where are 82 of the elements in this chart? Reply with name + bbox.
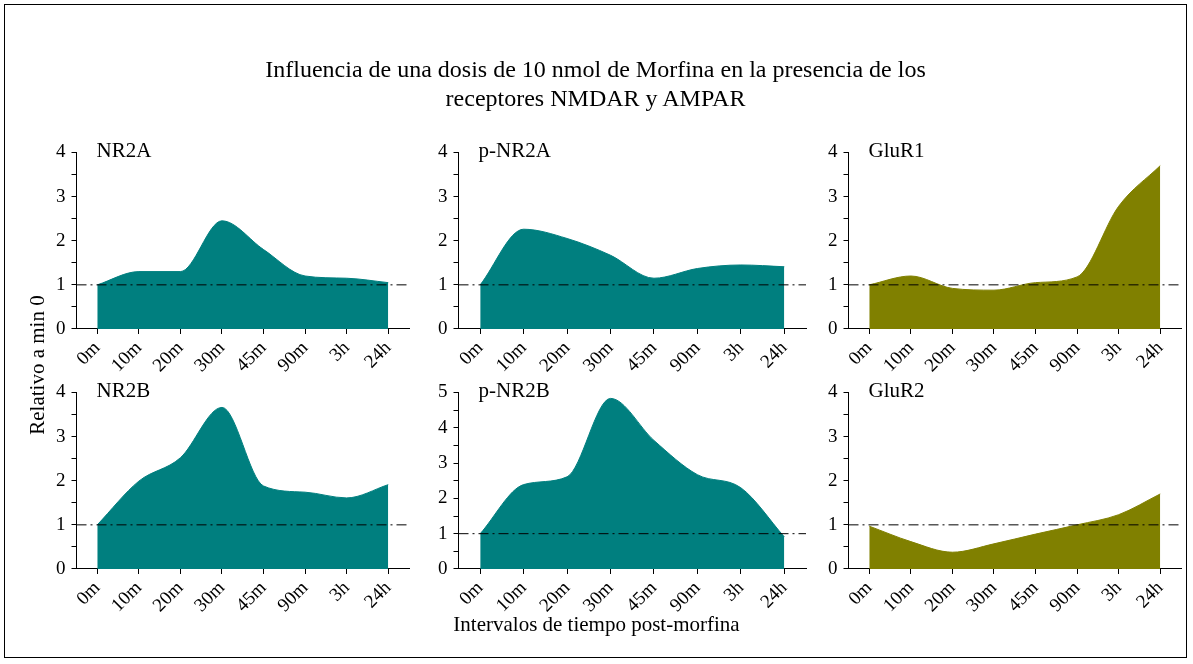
chart-title: NR2B [96,378,151,403]
y-tick-label: 4 [56,380,66,402]
y-tick-label: 3 [828,424,838,446]
y-tick-label: 4 [56,140,66,162]
x-tick-label: 45m [1003,576,1043,616]
chart-title: NR2A [96,138,153,163]
x-tick-label: 90m [272,576,312,616]
y-tick-label: 1 [828,512,838,534]
x-tick-label: 20m [148,576,187,616]
y-tick-label: 5 [438,380,448,402]
x-tick-label: 30m [189,576,229,616]
y-tick-label: 1 [56,512,66,534]
x-tick-label: 24h [359,576,395,612]
y-tick-label: 2 [56,468,66,490]
x-tick-label: 0m [454,336,487,369]
y-tick-label: 3 [438,184,448,206]
x-tick-label: 10m [491,336,531,376]
chart-title: GluR1 [868,138,925,163]
x-tick-label: 10m [878,576,918,616]
x-tick-label: 45m [231,576,271,616]
y-tick-label: 0 [828,316,838,338]
x-tick-label: 3h [1096,336,1126,365]
x-tick-label: 24h [1131,576,1167,612]
x-tick-label: 30m [578,336,618,376]
x-tick-label: 24h [755,336,791,372]
y-tick-label: 2 [56,228,66,250]
x-tick-label: 30m [961,576,1001,616]
x-tick-label: 20m [920,336,959,376]
x-tick-label: 90m [1044,336,1084,376]
y-tick-label: 4 [438,140,448,162]
y-tick-label: 0 [56,316,66,338]
y-tick-label: 4 [828,140,838,162]
x-tick-label: 10m [878,336,918,376]
x-tick-label: 30m [189,336,229,376]
y-tick-label: 2 [438,486,448,508]
y-tick-label: 3 [56,184,66,206]
y-tick-label: 2 [438,228,448,250]
y-tick-label: 0 [56,556,66,578]
x-tick-label: 0m [843,576,876,609]
chart-title: p-NR2A [478,138,552,163]
y-tick-label: 1 [828,272,838,294]
x-tick-label: 20m [920,576,959,616]
y-tick-label: 0 [438,556,448,578]
x-tick-label: 3h [718,336,748,365]
y-tick-label: 2 [828,468,838,490]
x-tick-label: 30m [961,336,1001,376]
x-tick-label: 10m [106,336,146,376]
x-tick-label: 24h [359,336,395,372]
x-tick-label: 90m [665,336,704,376]
y-tick-label: 3 [56,424,66,446]
x-tick-label: 45m [621,336,661,376]
x-tick-label: 24h [755,576,791,612]
chart-title: GluR2 [868,378,925,403]
x-tick-label: 3h [1096,576,1126,605]
x-tick-label: 45m [1003,336,1043,376]
y-tick-label: 4 [828,380,838,402]
y-tick-label: 3 [828,184,838,206]
x-tick-label: 3h [324,336,354,365]
y-tick-label: 1 [438,521,448,543]
x-tick-label: 24h [1131,336,1167,372]
y-tick-label: 2 [828,228,838,250]
chart-title: p-NR2B [478,378,550,403]
x-tick-label: 0m [71,336,104,369]
y-tick-label: 3 [438,451,448,473]
y-tick-label: 0 [828,556,838,578]
x-tick-label: 3h [718,576,748,605]
x-tick-label: 20m [148,336,187,376]
y-tick-label: 0 [438,316,448,338]
x-tick-label: 0m [454,576,487,609]
y-tick-label: 1 [438,272,448,294]
x-tick-label: 0m [843,336,876,369]
x-tick-label: 90m [1044,576,1084,616]
x-tick-label: 90m [272,336,312,376]
y-tick-label: 4 [438,415,448,437]
text: Relativo a min 0 [24,295,50,435]
x-tick-label: 10m [106,576,146,616]
y-tick-label: 1 [56,272,66,294]
x-tick-label: 0m [71,576,104,609]
x-tick-label: 20m [534,336,574,376]
text: Influencia de una dosis de 10 nmol de Morfina en la presencia de los receptores NMDAR y AMPAR [264,55,927,113]
x-tick-label: 3h [324,576,354,605]
x-tick-label: 45m [231,336,271,376]
